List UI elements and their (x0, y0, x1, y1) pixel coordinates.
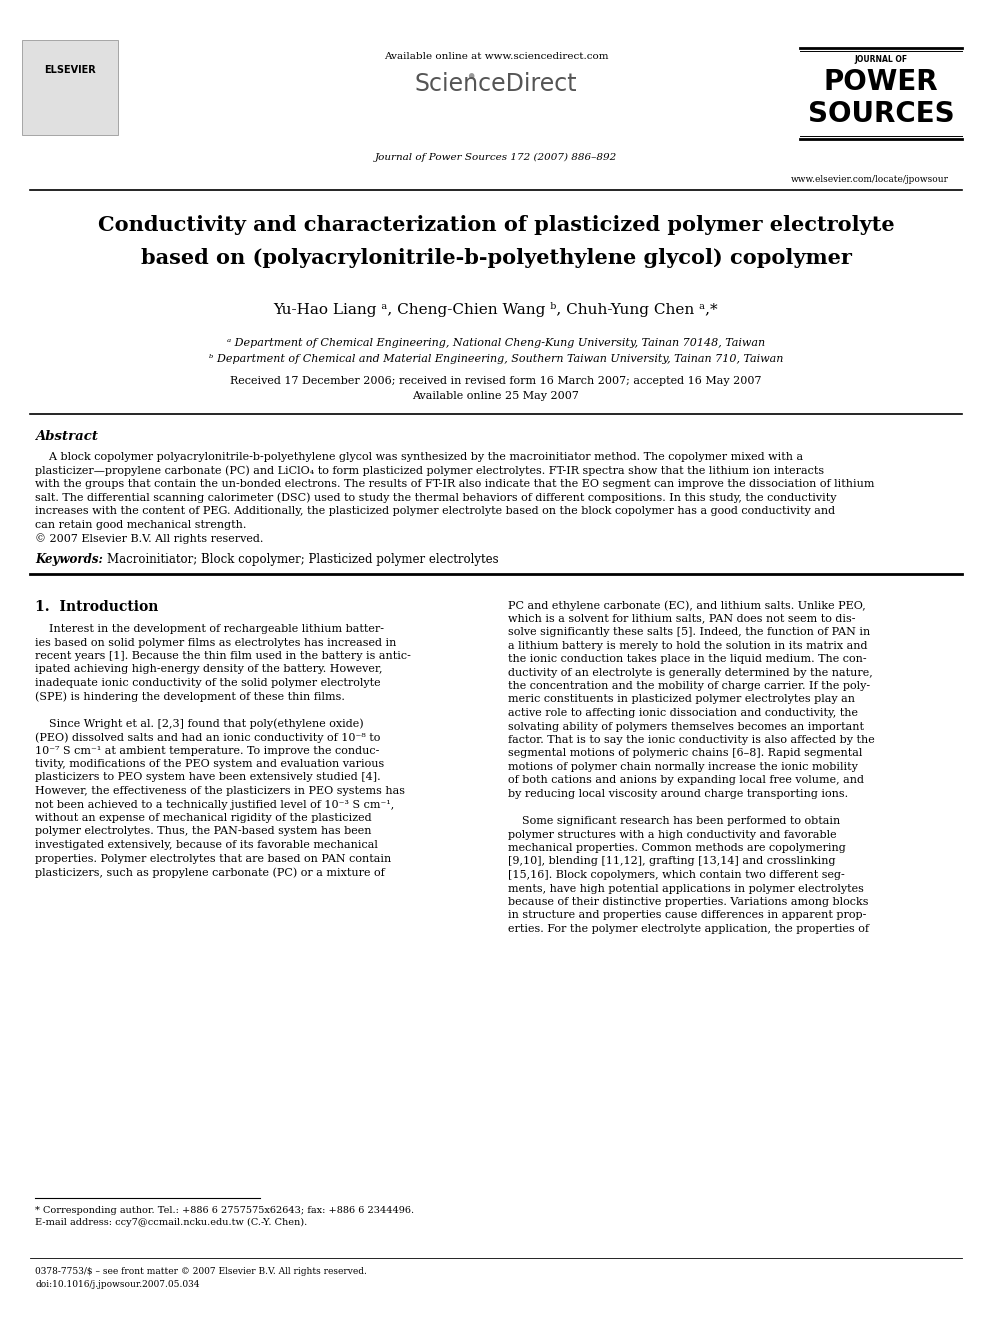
Text: tivity, modifications of the PEO system and evaluation various: tivity, modifications of the PEO system … (35, 759, 384, 769)
Text: Since Wright et al. [2,3] found that poly(ethylene oxide): Since Wright et al. [2,3] found that pol… (35, 718, 364, 729)
Text: PC and ethylene carbonate (EC), and lithium salts. Unlike PEO,: PC and ethylene carbonate (EC), and lith… (508, 601, 866, 610)
Text: Available online at www.sciencedirect.com: Available online at www.sciencedirect.co… (384, 52, 608, 61)
Text: Available online 25 May 2007: Available online 25 May 2007 (413, 392, 579, 401)
Text: Interest in the development of rechargeable lithium batter-: Interest in the development of rechargea… (35, 624, 384, 634)
Text: doi:10.1016/j.jpowsour.2007.05.034: doi:10.1016/j.jpowsour.2007.05.034 (35, 1279, 199, 1289)
Text: by reducing local viscosity around charge transporting ions.: by reducing local viscosity around charg… (508, 789, 848, 799)
Text: Journal of Power Sources 172 (2007) 886–892: Journal of Power Sources 172 (2007) 886–… (375, 153, 617, 163)
Text: active role to affecting ionic dissociation and conductivity, the: active role to affecting ionic dissociat… (508, 708, 858, 718)
Text: ments, have high potential applications in polymer electrolytes: ments, have high potential applications … (508, 884, 864, 893)
Text: JOURNAL OF: JOURNAL OF (854, 56, 908, 64)
Text: recent years [1]. Because the thin film used in the battery is antic-: recent years [1]. Because the thin film … (35, 651, 411, 662)
Text: can retain good mechanical strength.: can retain good mechanical strength. (35, 520, 246, 529)
Text: polymer electrolytes. Thus, the PAN-based system has been: polymer electrolytes. Thus, the PAN-base… (35, 827, 371, 836)
Text: plasticizers, such as propylene carbonate (PC) or a mixture of: plasticizers, such as propylene carbonat… (35, 867, 385, 877)
Text: plasticizers to PEO system have been extensively studied [4].: plasticizers to PEO system have been ext… (35, 773, 381, 782)
Text: ductivity of an electrolyte is generally determined by the nature,: ductivity of an electrolyte is generally… (508, 668, 873, 677)
Text: the ionic conduction takes place in the liquid medium. The con-: the ionic conduction takes place in the … (508, 654, 867, 664)
Text: ᵃ Department of Chemical Engineering, National Cheng-Kung University, Tainan 701: ᵃ Department of Chemical Engineering, Na… (227, 337, 765, 348)
Text: Some significant research has been performed to obtain: Some significant research has been perfo… (508, 816, 840, 826)
Text: E-mail address: ccy7@ccmail.ncku.edu.tw (C.-Y. Chen).: E-mail address: ccy7@ccmail.ncku.edu.tw … (35, 1218, 308, 1228)
Text: ᵇ Department of Chemical and Material Engineering, Southern Taiwan University, T: ᵇ Department of Chemical and Material En… (208, 355, 784, 364)
Text: •: • (466, 67, 490, 87)
Text: SOURCES: SOURCES (807, 101, 954, 128)
Text: investigated extensively, because of its favorable mechanical: investigated extensively, because of its… (35, 840, 378, 849)
Text: motions of polymer chain normally increase the ionic mobility: motions of polymer chain normally increa… (508, 762, 858, 773)
Text: inadequate ionic conductivity of the solid polymer electrolyte: inadequate ionic conductivity of the sol… (35, 677, 381, 688)
Text: ipated achieving high-energy density of the battery. However,: ipated achieving high-energy density of … (35, 664, 383, 675)
Text: (SPE) is hindering the development of these thin films.: (SPE) is hindering the development of th… (35, 692, 345, 703)
Text: the concentration and the mobility of charge carrier. If the poly-: the concentration and the mobility of ch… (508, 681, 870, 691)
Text: mechanical properties. Common methods are copolymering: mechanical properties. Common methods ar… (508, 843, 846, 853)
Text: Conductivity and characterization of plasticized polymer electrolyte: Conductivity and characterization of pla… (97, 216, 895, 235)
Text: which is a solvent for lithium salts, PAN does not seem to dis-: which is a solvent for lithium salts, PA… (508, 614, 855, 623)
Text: of both cations and anions by expanding local free volume, and: of both cations and anions by expanding … (508, 775, 864, 786)
Text: solvating ability of polymers themselves becomes an important: solvating ability of polymers themselves… (508, 721, 864, 732)
Text: without an expense of mechanical rigidity of the plasticized: without an expense of mechanical rigidit… (35, 814, 372, 823)
Text: because of their distinctive properties. Variations among blocks: because of their distinctive properties.… (508, 897, 869, 908)
Text: Abstract: Abstract (35, 430, 98, 443)
Text: salt. The differential scanning calorimeter (DSC) used to study the thermal beha: salt. The differential scanning calorime… (35, 492, 836, 503)
Text: polymer structures with a high conductivity and favorable: polymer structures with a high conductiv… (508, 830, 836, 840)
Text: ies based on solid polymer films as electrolytes has increased in: ies based on solid polymer films as elec… (35, 638, 397, 647)
Text: increases with the content of PEG. Additionally, the plasticized polymer electro: increases with the content of PEG. Addit… (35, 505, 835, 516)
Text: Macroinitiator; Block copolymer; Plasticized polymer electrolytes: Macroinitiator; Block copolymer; Plastic… (107, 553, 499, 566)
Text: based on (polyacrylonitrile-​b​-polyethylene glycol) copolymer: based on (polyacrylonitrile-​b​-polyethy… (141, 247, 851, 269)
Text: * Corresponding author. Tel.: +886 6 2757575x62643; fax: +886 6 2344496.: * Corresponding author. Tel.: +886 6 275… (35, 1207, 414, 1215)
Text: However, the effectiveness of the plasticizers in PEO systems has: However, the effectiveness of the plasti… (35, 786, 405, 796)
Text: factor. That is to say the ionic conductivity is also affected by the: factor. That is to say the ionic conduct… (508, 736, 875, 745)
Bar (22, 40, 118, 135)
Text: Keywords:: Keywords: (35, 553, 103, 566)
Text: 1.  Introduction: 1. Introduction (35, 601, 159, 614)
Text: a lithium battery is merely to hold the solution in its matrix and: a lithium battery is merely to hold the … (508, 640, 867, 651)
Text: (PEO) dissolved salts and had an ionic conductivity of 10⁻⁸ to: (PEO) dissolved salts and had an ionic c… (35, 732, 380, 742)
Text: POWER: POWER (823, 67, 938, 97)
Text: in structure and properties cause differences in apparent prop-: in structure and properties cause differ… (508, 910, 866, 921)
Text: erties. For the polymer electrolyte application, the properties of: erties. For the polymer electrolyte appl… (508, 923, 869, 934)
Text: segmental motions of polymeric chains [6–8]. Rapid segmental: segmental motions of polymeric chains [6… (508, 749, 862, 758)
Text: ELSEVIER: ELSEVIER (44, 65, 96, 75)
Text: © 2007 Elsevier B.V. All rights reserved.: © 2007 Elsevier B.V. All rights reserved… (35, 533, 263, 544)
Text: not been achieved to a technically justified level of 10⁻³ S cm⁻¹,: not been achieved to a technically justi… (35, 799, 394, 810)
Text: A block copolymer polyacrylonitrile-b-polyethylene glycol was synthesized by the: A block copolymer polyacrylonitrile-b-po… (35, 452, 804, 462)
Text: solve significantly these salts [5]. Indeed, the function of PAN in: solve significantly these salts [5]. Ind… (508, 627, 870, 636)
Text: 10⁻⁷ S cm⁻¹ at ambient temperature. To improve the conduc-: 10⁻⁷ S cm⁻¹ at ambient temperature. To i… (35, 745, 379, 755)
Text: 0378-7753/$ – see front matter © 2007 Elsevier B.V. All rights reserved.: 0378-7753/$ – see front matter © 2007 El… (35, 1267, 367, 1275)
Text: properties. Polymer electrolytes that are based on PAN contain: properties. Polymer electrolytes that ar… (35, 853, 391, 864)
Text: plasticizer—propylene carbonate (PC) and LiClO₄ to form plasticized polymer elec: plasticizer—propylene carbonate (PC) and… (35, 466, 824, 476)
Text: [9,10], blending [11,12], grafting [13,14] and crosslinking: [9,10], blending [11,12], grafting [13,1… (508, 856, 835, 867)
Text: www.elsevier.com/locate/jpowsour: www.elsevier.com/locate/jpowsour (791, 175, 949, 184)
Text: with the groups that contain the un-bonded electrons. The results of FT-IR also : with the groups that contain the un-bond… (35, 479, 875, 490)
Text: [15,16]. Block copolymers, which contain two different seg-: [15,16]. Block copolymers, which contain… (508, 871, 845, 880)
Text: meric constituents in plasticized polymer electrolytes play an: meric constituents in plasticized polyme… (508, 695, 855, 705)
Text: Yu-Hao Liang ᵃ, Cheng-Chien Wang ᵇ, Chuh-Yung Chen ᵃ,*: Yu-Hao Liang ᵃ, Cheng-Chien Wang ᵇ, Chuh… (274, 302, 718, 318)
Text: ScienceDirect: ScienceDirect (415, 71, 577, 97)
Text: Received 17 December 2006; received in revised form 16 March 2007; accepted 16 M: Received 17 December 2006; received in r… (230, 376, 762, 386)
